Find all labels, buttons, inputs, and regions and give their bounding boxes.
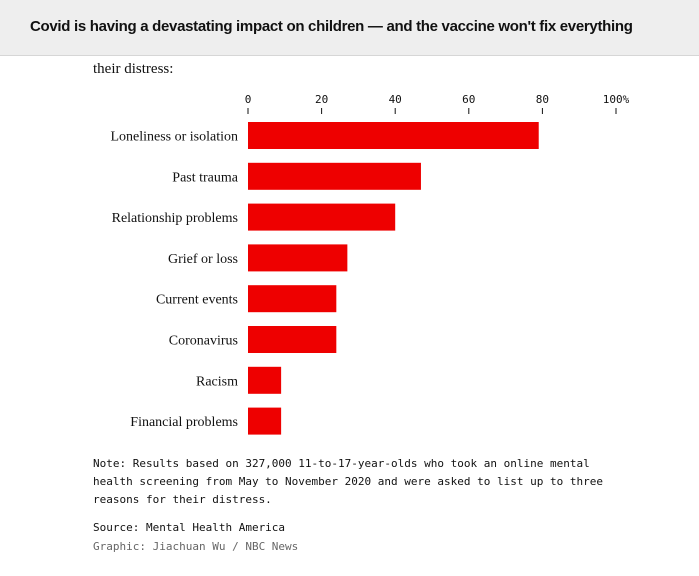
bar: [248, 122, 539, 149]
bar: [248, 285, 337, 313]
bar: [248, 244, 348, 272]
article-header-bar: Covid is having a devastating impact on …: [0, 0, 699, 56]
category-label: Relationship problems: [112, 211, 238, 226]
article-title: Covid is having a devastating impact on …: [30, 18, 633, 35]
x-tick-label: 60: [462, 93, 475, 106]
bar: [248, 203, 396, 231]
x-tick-label: 20: [315, 93, 328, 106]
chart-note: Note: Results based on 327,000 11-to-17-…: [93, 457, 603, 506]
category-label: Financial problems: [130, 415, 238, 430]
x-tick-label: 0: [245, 93, 252, 106]
bar: [248, 366, 282, 394]
x-tick-label: 40: [389, 93, 402, 106]
category-label: Current events: [156, 293, 238, 308]
bar: [248, 326, 337, 353]
chart-credit: Graphic: Jiachuan Wu / NBC News: [93, 540, 299, 553]
bar: [248, 162, 421, 190]
category-label: Past trauma: [172, 170, 238, 185]
bar-chart: 0 20 40 60 80 100% Loneliness or isolation Past…: [110, 93, 630, 435]
x-tick-label: 100%: [603, 93, 630, 106]
chart-subtitle: their distress:: [93, 61, 174, 77]
bar: [248, 407, 282, 435]
category-label: Racism: [196, 374, 238, 389]
category-label: Loneliness or isolation: [110, 130, 238, 145]
x-tick-label: 80: [536, 93, 549, 106]
chart-source: Source: Mental Health America: [93, 521, 286, 534]
category-label: Coronavirus: [169, 334, 238, 349]
category-label: Grief or loss: [168, 252, 238, 267]
